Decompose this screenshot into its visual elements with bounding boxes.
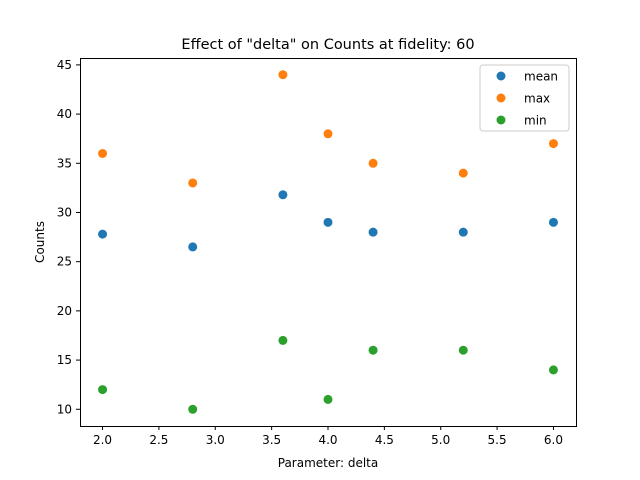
point-max [458, 168, 468, 178]
point-min [278, 335, 288, 345]
point-min [98, 385, 108, 395]
legend-box [479, 64, 570, 132]
x-tick-label: 4.0 [318, 433, 337, 447]
point-min [548, 365, 558, 375]
legend-marker-min [496, 115, 506, 125]
series-min [98, 335, 558, 414]
y-tick-label: 35 [57, 156, 72, 170]
point-mean [98, 229, 108, 239]
y-tick-label: 45 [57, 58, 72, 72]
point-min [368, 345, 378, 355]
legend: mean max min [479, 64, 570, 132]
point-mean [323, 217, 333, 227]
x-tick-label: 2.0 [93, 433, 112, 447]
y-tick-label: 30 [57, 205, 72, 219]
point-mean [188, 242, 198, 252]
x-tick-label: 5.0 [431, 433, 450, 447]
legend-label-min: min [524, 114, 547, 128]
point-max [98, 148, 108, 158]
series-mean [98, 190, 558, 252]
x-tick-label: 6.0 [544, 433, 563, 447]
x-tick-label: 4.5 [375, 433, 394, 447]
point-max [548, 139, 558, 149]
y-tick-label: 10 [57, 402, 72, 416]
point-mean [548, 217, 558, 227]
point-max [368, 158, 378, 168]
y-tick-label: 25 [57, 255, 72, 269]
y-tick-label: 40 [57, 107, 72, 121]
point-mean [368, 227, 378, 237]
plot-frame [80, 58, 577, 427]
axis-ticks: 2.0 2.5 3.0 3.5 4.0 4.5 5.0 5.5 6.0 10 15 20 25 30 35 4… [57, 58, 563, 447]
x-tick-label: 3.0 [206, 433, 225, 447]
data-points [98, 70, 558, 414]
point-min [458, 345, 468, 355]
chart-title: Effect of "delta" on Counts at fidelity:… [181, 37, 474, 53]
x-tick-label: 2.5 [149, 433, 168, 447]
point-mean [278, 190, 288, 200]
point-max [323, 129, 333, 139]
x-tick-label: 5.5 [488, 433, 507, 447]
point-max [188, 178, 198, 188]
point-min [323, 394, 333, 404]
point-min [188, 404, 198, 414]
x-tick-label: 3.5 [262, 433, 281, 447]
point-max [278, 70, 288, 80]
y-tick-label: 20 [57, 304, 72, 318]
y-axis-label: Counts [33, 221, 47, 263]
legend-label-max: max [524, 92, 550, 106]
legend-marker-mean [496, 71, 506, 81]
series-max [98, 70, 558, 188]
x-axis-label: Parameter: delta [278, 456, 378, 470]
legend-marker-max [496, 93, 506, 103]
legend-label-mean: mean [524, 70, 558, 84]
y-tick-label: 15 [57, 353, 72, 367]
point-mean [458, 227, 468, 237]
